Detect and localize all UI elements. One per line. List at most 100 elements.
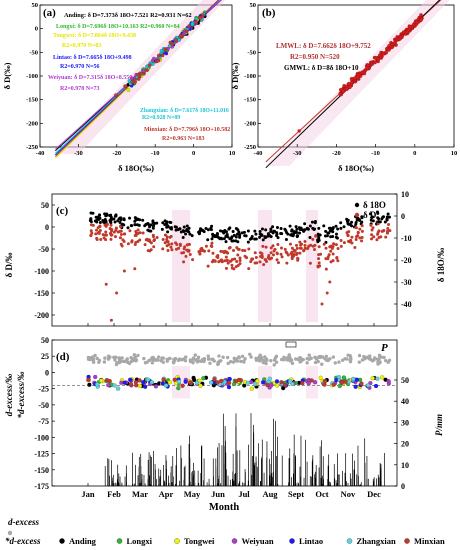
- point-minxian: [172, 377, 177, 382]
- point-dd: [290, 250, 294, 254]
- point-zhangxian: [375, 376, 380, 381]
- point-d18o: [355, 218, 359, 222]
- point-d-excess: [254, 358, 259, 362]
- point-d-excess: [219, 359, 223, 363]
- point-minxian: [339, 380, 344, 385]
- panel-b-ytick: -250: [244, 144, 256, 151]
- point-d18o: [229, 237, 233, 241]
- point-d-excess: [226, 361, 230, 366]
- point-minxian: [198, 16, 203, 20]
- point-dd: [98, 229, 102, 233]
- point-d18o: [275, 231, 279, 235]
- point-dd: [356, 234, 360, 238]
- point-zhangxian: [351, 376, 356, 382]
- point-d-excess: [102, 360, 107, 364]
- point-zhangxian: [163, 383, 169, 388]
- panel-c: 50 0 -50 -100 -150 -200 10 0 -10 -20 -30 -40 (c) δ …: [4, 190, 446, 327]
- point-d-excess: [159, 358, 163, 363]
- point-d-excess: [188, 358, 193, 362]
- point-dd: [232, 248, 236, 252]
- point-dd: [300, 242, 304, 246]
- panel-d-ytick-right: 20: [401, 440, 409, 449]
- point-minxian: [128, 382, 133, 387]
- point-lmwl: [377, 53, 382, 58]
- point-dd: [99, 237, 103, 241]
- point-dd: [317, 261, 321, 265]
- point-d18o: [236, 240, 240, 244]
- point-dd: [122, 232, 126, 236]
- panel-c-shading: [306, 210, 318, 322]
- panel-d-ytick-left: -100: [34, 433, 49, 442]
- point-d-excess: [345, 357, 349, 361]
- point-d18o: [155, 221, 159, 225]
- point-dd: [167, 242, 171, 246]
- panel-a-annotation: Tongwei: δ D=7.864δ 18O+9.438: [53, 33, 136, 39]
- panel-a-annotation: R2=0.970 N=56: [60, 64, 100, 70]
- point-d-excess: [119, 359, 124, 364]
- point-minxian: [331, 382, 336, 387]
- point-d-excess: [242, 360, 246, 364]
- legend-marker-longxi: [116, 538, 123, 544]
- point-dd: [267, 256, 271, 260]
- point-minxian: [322, 378, 328, 384]
- panel-a-ytick: -250: [26, 144, 38, 151]
- point-d18o: [232, 233, 236, 237]
- point-longxi: [201, 376, 206, 381]
- point-dd: [211, 251, 215, 255]
- point-d-excess: [229, 359, 233, 364]
- panel-d-xtick: Nov: [341, 489, 356, 499]
- point-dd: [259, 254, 263, 258]
- point-d-excess: [382, 355, 386, 360]
- point-lmwl: [373, 60, 377, 65]
- point-lintao: [261, 380, 266, 385]
- panel-c-legend-label: δ D: [363, 210, 377, 220]
- point-d-excess: [86, 355, 91, 360]
- panel-a-annotation: R2=0.978 N=73: [60, 86, 100, 92]
- point-d-excess: [225, 355, 230, 360]
- point-minxian: [133, 78, 137, 82]
- panel-a-ytick: 0: [35, 26, 38, 33]
- panel-d-ylabel-top: d-excess/‰: [4, 374, 14, 417]
- point-weiyuan: [386, 381, 391, 386]
- point-dd: [283, 247, 287, 251]
- point-d18o: [206, 238, 210, 242]
- point-dd: [146, 249, 150, 253]
- point-d18o: [269, 227, 273, 231]
- point-dd: [170, 248, 174, 252]
- point-dd: [303, 243, 307, 247]
- point-zhangxian: [176, 379, 181, 384]
- point-minxian: [114, 93, 118, 97]
- point-d18o: [284, 237, 288, 241]
- point-d-excess: [208, 361, 212, 366]
- point-d18o: [98, 213, 102, 217]
- point-d18o: [386, 212, 390, 216]
- point-dd: [147, 238, 151, 242]
- point-dd: [296, 257, 300, 261]
- point-dd: [182, 251, 186, 255]
- point-d18o: [316, 232, 320, 236]
- panel-c-ytick-left: 50: [41, 201, 49, 210]
- point-dd: [89, 234, 93, 238]
- panel-b-xtick: -40: [254, 150, 263, 157]
- point-d-excess: [206, 354, 210, 358]
- point-d18o: [166, 225, 170, 229]
- point-d18o: [323, 234, 327, 238]
- point-d18o: [133, 216, 137, 220]
- point-dd: [236, 264, 240, 268]
- point-dd: [220, 260, 224, 264]
- panel-c-ytick-left: -150: [34, 289, 49, 298]
- point-dd: [350, 241, 354, 245]
- point-d-excess: [191, 357, 195, 361]
- point-d-excess: [202, 357, 207, 361]
- point-d-excess: [287, 356, 291, 360]
- point-minxian: [133, 380, 138, 385]
- point-d18o: [294, 230, 298, 234]
- point-minxian: [142, 71, 146, 76]
- point-minxian: [212, 377, 217, 382]
- point-dd: [347, 239, 351, 243]
- panel-a-annotation: Weiyuan: δ D=7.315δ 18O+8.550: [48, 75, 132, 81]
- point-d18o: [113, 220, 117, 224]
- panel-d-ylabel-bottom: *d-excess/‰: [16, 372, 26, 419]
- point-d18o: [294, 225, 298, 229]
